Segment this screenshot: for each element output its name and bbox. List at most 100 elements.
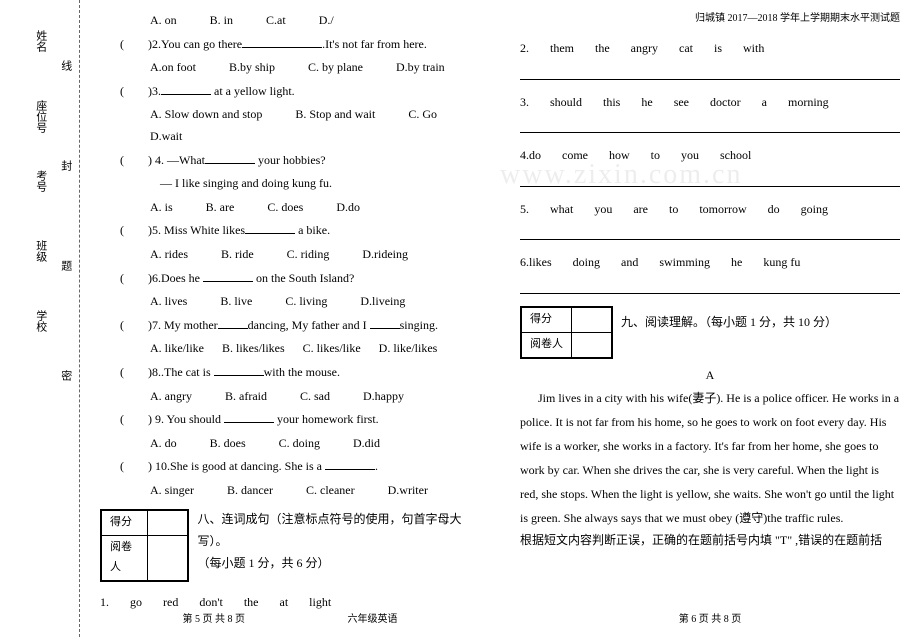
a6-w5: kung fu [763,252,800,274]
binding-label-class: 班级 [30,240,50,262]
q6-tail: on the South Island? [253,271,354,285]
q5-options: A. rides B. ride C. riding D.rideing [100,244,480,266]
a3-w5: doctor [710,92,741,114]
a5-w7: going [801,199,828,221]
score-value-9 [572,307,612,332]
section-8-main: 八、连词成句（注意标点符号的使用，句首字母大写）。 [197,509,480,552]
q3-b: B. Stop and wait [295,104,375,126]
a4-w2: how [609,145,630,167]
q8-d: D.happy [363,386,404,408]
q3-blank [161,81,211,95]
a2-w5: is [714,38,722,60]
binding-label-seat: 座位号 [30,100,50,133]
q9-tail: your homework first. [274,412,379,426]
q1-opt-c: C.at [266,10,286,32]
page-6: 归城镇 2017—2018 学年上学期期末水平测试题 2. them the a… [500,0,920,637]
q2-c: C. by plane [308,57,363,79]
q1-opt-d: D./ [319,10,334,32]
q6-d: D.liveing [360,291,405,313]
a5-w0: 5. [520,199,529,221]
a2-w1: them [550,38,574,60]
q10-b: B. dancer [227,480,273,502]
q6-b: B. live [220,291,252,313]
grader-label-9: 阅卷人 [522,332,572,357]
q1-opt-b: B. in [210,10,233,32]
q2-bracket: ( )2.You can go there [120,37,242,51]
answer-line-4 [520,171,900,187]
q4-d: D.do [336,197,360,219]
exam-header: 归城镇 2017—2018 学年上学期期末水平测试题 [520,10,900,28]
score-label: 得分 [102,511,148,536]
q1-options: A. on B. in C.at D./ [100,10,480,32]
binding-text-1: 线 [55,60,75,71]
binding-margin: 姓名 座位号 考号 班级 学校 线 封 题 密 [0,0,80,637]
q7-blank2 [370,315,400,329]
footer-5-subject: 六年级英语 [348,614,398,625]
q5-bracket: ( )5. Miss White likes [120,223,245,237]
a4-w0: 4.do [520,145,541,167]
answer-line-6 [520,278,900,294]
q4-options: A. is B. are C. does D.do [100,197,480,219]
a4-w4: you [681,145,699,167]
judge-instruction: 根据短文内容判断正误，正确的在题前括号内填 "T" ,错误的在题前括 [520,530,900,552]
q9-bracket: ( ) 9. You should [120,412,224,426]
q4-a: A. is [150,197,173,219]
q10-d: D.writer [388,480,428,502]
q5-a: A. rides [150,244,188,266]
q9-c: C. doing [279,433,320,455]
binding-label-name: 姓名 [30,30,50,52]
q5-b: B. ride [221,244,254,266]
q8-b: B. afraid [225,386,267,408]
q6-bracket: ( )6.Does he [120,271,203,285]
a3-w0: 3. [520,92,529,114]
a6-w2: and [621,252,638,274]
q10-options: A. singer B. dancer C. cleaner D.writer [100,480,480,502]
q8-tail: with the mouse. [264,365,340,379]
q7-b: B. likes/likes [222,338,285,360]
q8-a: A. angry [150,386,192,408]
a6-w4: he [731,252,742,274]
q2-d: D.by train [396,57,445,79]
a2-w3: angry [631,38,658,60]
q10-a: A. singer [150,480,194,502]
q3-stem: ( )3. at a yellow light. [100,81,480,103]
a5-w6: do [768,199,780,221]
section-8-title: 八、连词成句（注意标点符号的使用，句首字母大写）。 （每小题 1 分，共 6 分… [197,509,480,574]
q8-options: A. angry B. afraid C. sad D.happy [100,386,480,408]
arrange-2: 2. them the angry cat is with [520,38,900,60]
footer-5-num: 第 5 页 共 8 页 [183,614,246,625]
q4-c: C. does [267,197,303,219]
a2-w2: the [595,38,610,60]
q2-options: A.on foot B.by ship C. by plane D.by tra… [100,57,480,79]
q5-blank [245,220,295,234]
q4-answer: — I like singing and doing kung fu. [100,173,480,195]
answer-line-2 [520,64,900,80]
grader-label: 阅卷人 [102,536,148,581]
a6-w3: swimming [659,252,710,274]
grader-value-9 [572,332,612,357]
arrange-5: 5. what you are to tomorrow do going [520,199,900,221]
a2-w6: with [743,38,764,60]
a5-w4: to [669,199,678,221]
answer-line-5 [520,224,900,240]
q9-b: B. does [210,433,246,455]
a3-w7: morning [788,92,829,114]
binding-text-4: 密 [55,370,75,381]
binding-label-school: 学校 [30,310,50,332]
a3-w1: should [550,92,582,114]
score-box-8: 得分 阅卷人 [100,509,189,581]
q9-d: D.did [353,433,380,455]
binding-text-3: 题 [55,260,75,271]
grader-value [148,536,188,581]
q1-opt-a: A. on [150,10,177,32]
q4-blank [205,150,255,164]
section-9-title: 九、阅读理解。（每小题 1 分，共 10 分） [621,306,837,334]
q10-bracket: ( ) 10.She is good at dancing. She is a [120,459,325,473]
q7-tail: singing. [400,318,438,332]
q3-a: A. Slow down and stop [150,104,262,126]
q2-b: B.by ship [229,57,275,79]
q3-bracket: ( )3. [120,84,161,98]
a6-w1: doing [573,252,600,274]
arrange-4: 4.do come how to you school [520,145,900,167]
a3-w6: a [762,92,767,114]
